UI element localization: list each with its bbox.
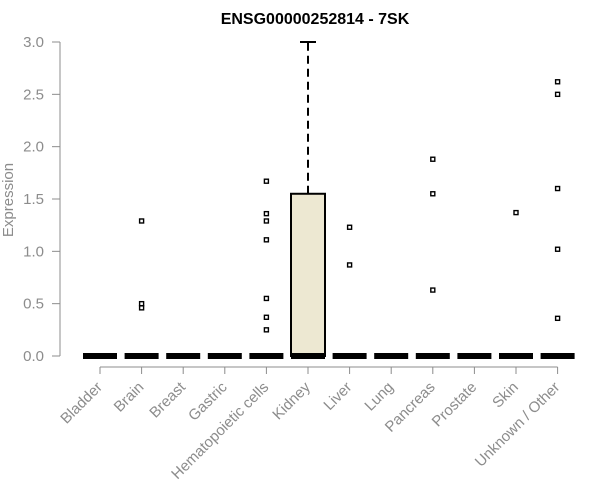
plot-area — [83, 41, 575, 359]
y-tick-label: 2.0 — [23, 139, 44, 156]
outlier-point — [430, 287, 436, 293]
outlier-point — [554, 185, 561, 192]
box-body — [290, 192, 326, 357]
y-tick-label: 1.5 — [23, 191, 44, 208]
y-axis-label: Expression — [0, 163, 17, 237]
x-category-label: Skin — [489, 379, 522, 412]
x-category-label: Liver — [320, 379, 355, 414]
outlier-point — [263, 178, 270, 184]
box-skin — [499, 209, 533, 359]
outlier-point — [138, 300, 145, 307]
outlier-point — [346, 262, 353, 268]
x-category-label: Prostate — [429, 379, 481, 431]
outlier-point — [430, 191, 436, 197]
outlier-point — [263, 237, 270, 243]
outlier-point — [263, 210, 270, 217]
outlier-point — [263, 218, 270, 224]
outlier-point — [263, 295, 270, 302]
y-tick-label: 2.5 — [23, 86, 44, 103]
outlier-point — [554, 91, 561, 98]
outlier-point — [430, 156, 436, 162]
x-category-label: Bladder — [57, 379, 106, 428]
box-liver — [332, 224, 367, 359]
outlier-point — [554, 246, 561, 252]
outlier-point — [138, 305, 145, 311]
chart-title: ENSG00000252814 - 7SK — [221, 11, 410, 28]
outlier-point — [263, 327, 270, 333]
box-kidney — [290, 41, 326, 359]
y-tick-label: 1.0 — [23, 243, 44, 260]
y-tick-label: 3.0 — [23, 34, 44, 51]
box-brain — [124, 218, 159, 359]
outlier-point — [554, 315, 561, 322]
box-unknown-other — [540, 79, 575, 359]
outlier-point — [346, 224, 353, 230]
x-category-label: Kidney — [269, 378, 314, 423]
x-category-label: Breast — [146, 378, 189, 421]
x-category-label: Brain — [111, 379, 148, 416]
outlier-point — [138, 218, 145, 224]
box-hematopoietic-cells — [249, 178, 284, 359]
outlier-point — [554, 79, 561, 85]
y-tick-label: 0.5 — [23, 296, 44, 313]
x-category-label: Lung — [361, 379, 397, 415]
outlier-point — [263, 314, 270, 320]
box-pancreas — [415, 156, 450, 359]
outlier-point — [513, 209, 519, 216]
y-tick-label: 0.0 — [23, 348, 44, 365]
